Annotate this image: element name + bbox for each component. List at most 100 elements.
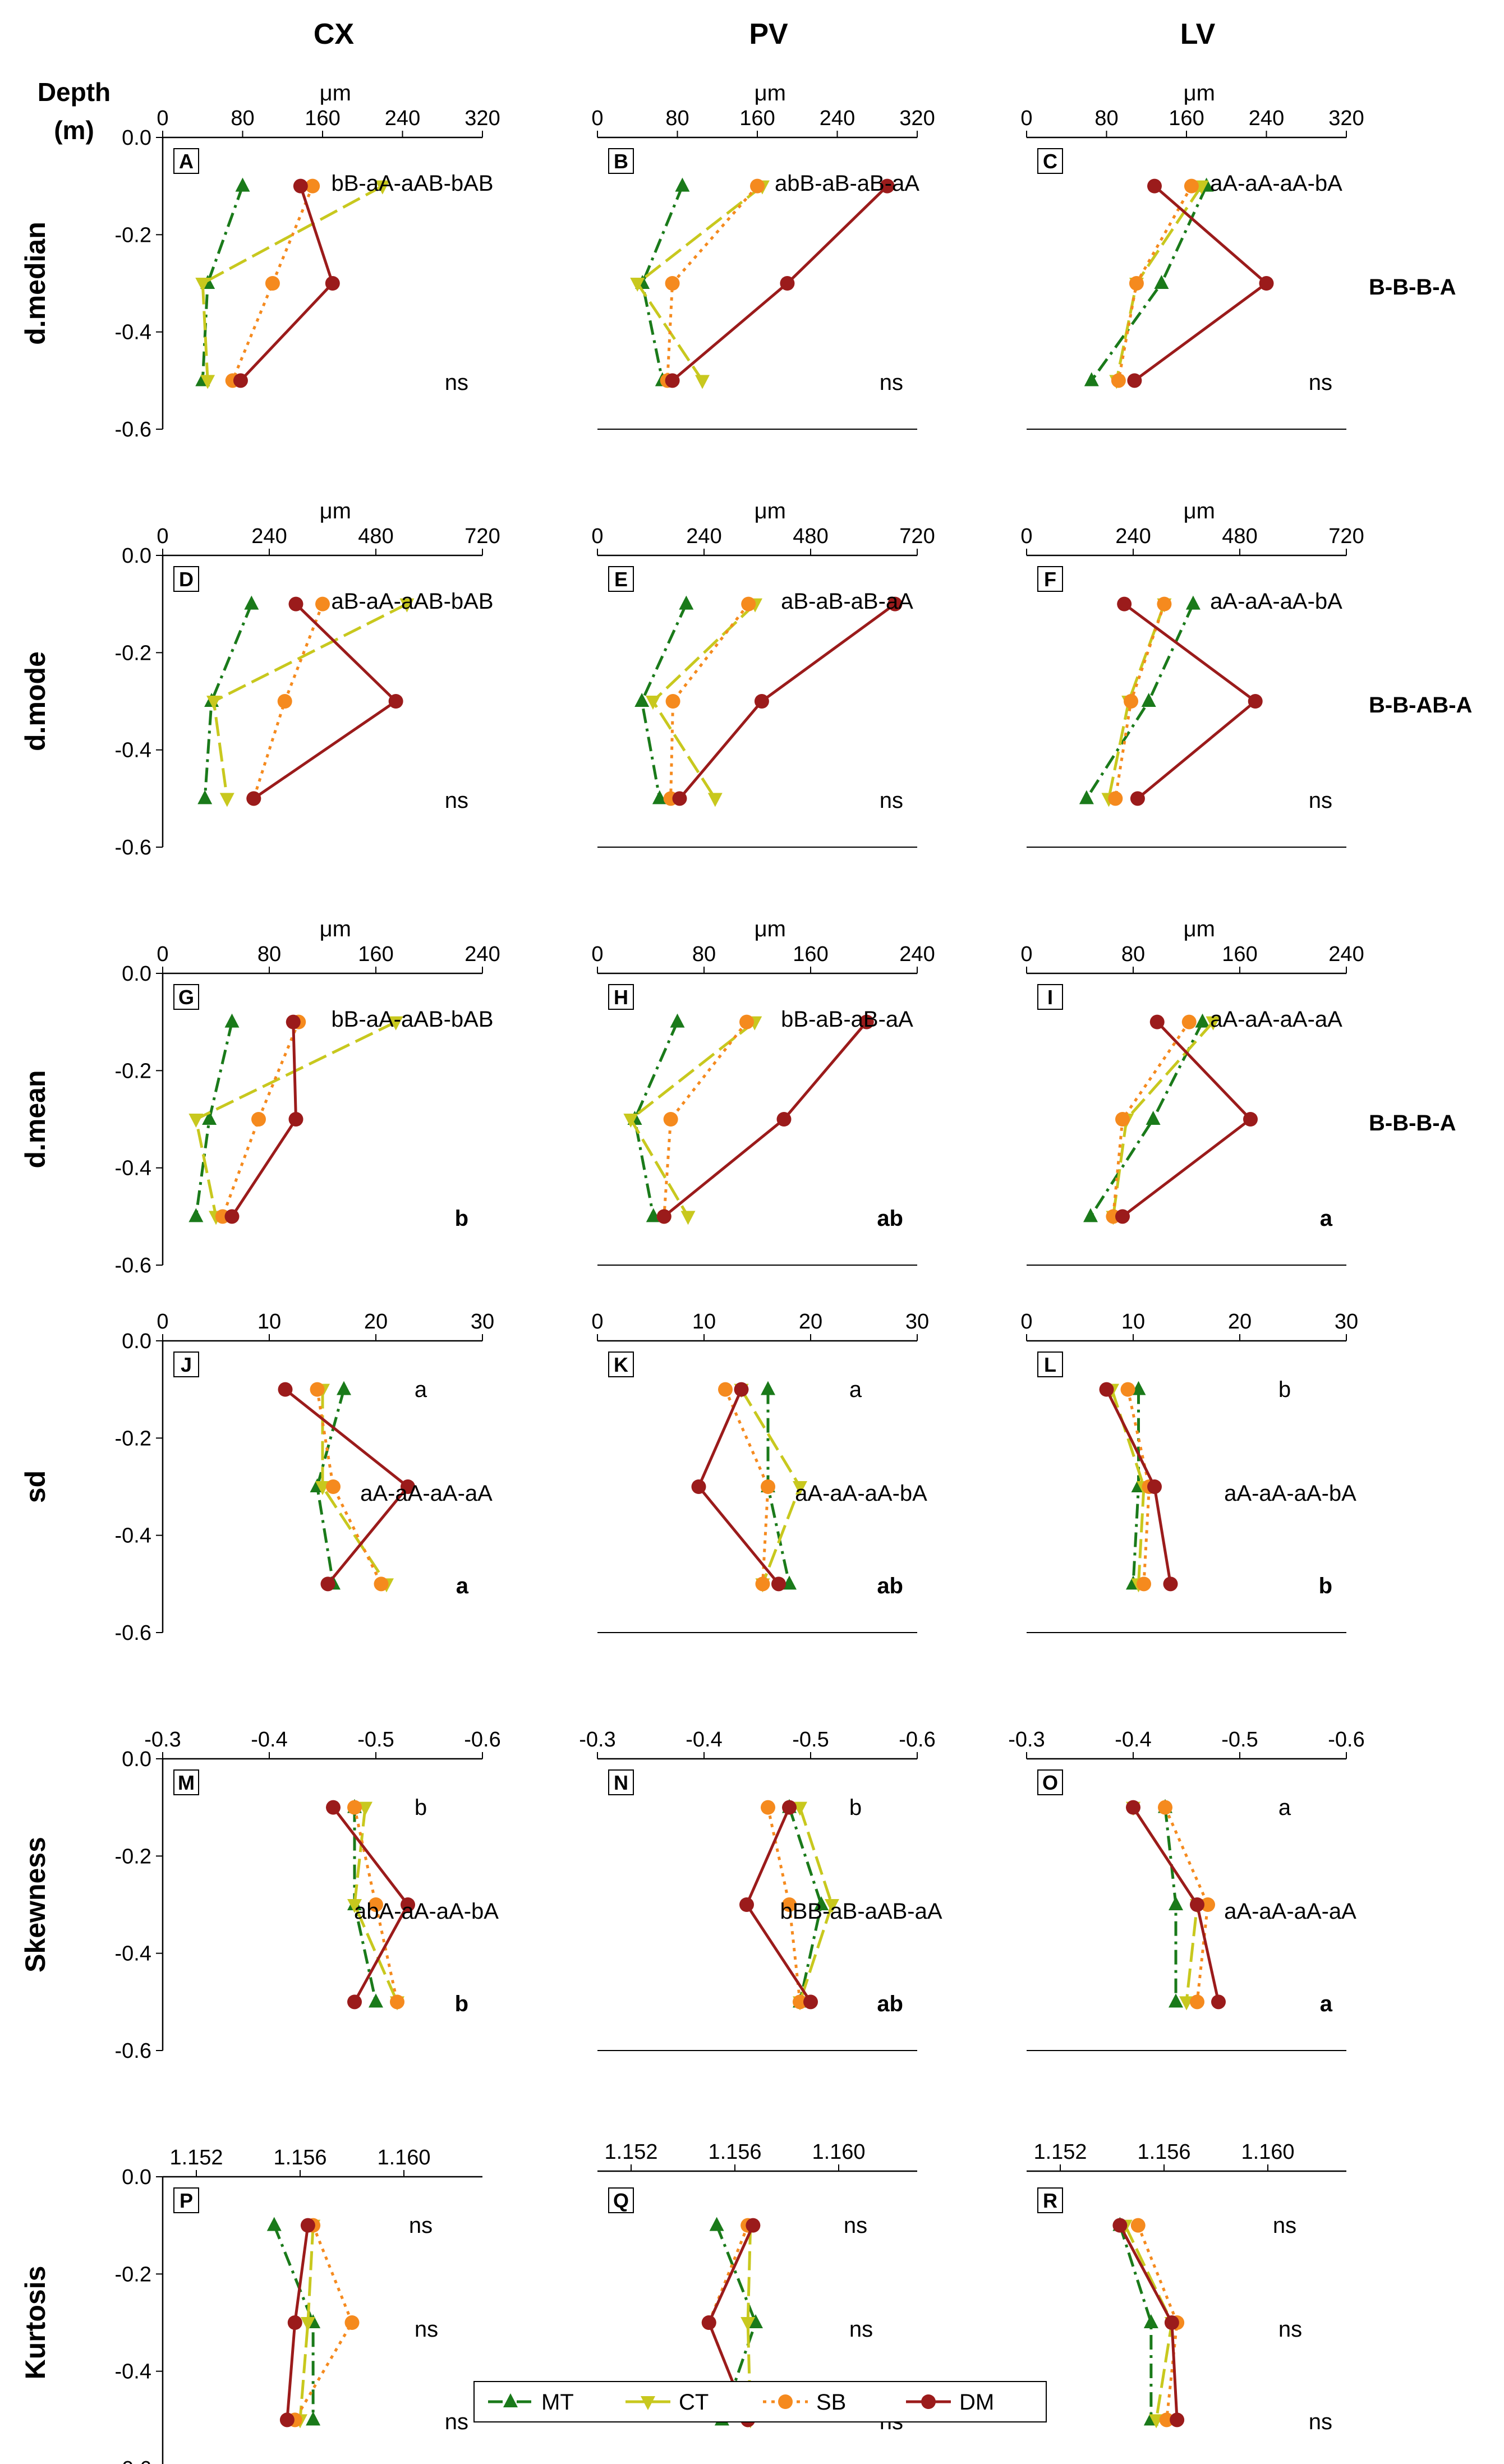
annotation-bottom: ns xyxy=(880,370,903,395)
panel-letter-text: L xyxy=(1044,1353,1056,1376)
panel-letter-text: J xyxy=(181,1353,192,1376)
annotation-bottom: a xyxy=(1320,1992,1333,2016)
panel-letter-box xyxy=(608,566,634,592)
marker-mt xyxy=(1169,1896,1183,1910)
x-tick-label: 80 xyxy=(692,943,716,966)
annotation-top: aA-aA-aA-aA xyxy=(1210,1007,1342,1032)
marker-mt xyxy=(761,1381,775,1395)
marker-dm xyxy=(326,1800,341,1815)
marker-mt xyxy=(244,595,259,610)
marker-mt xyxy=(814,1896,829,1910)
x-tick-label: 1.160 xyxy=(377,2146,430,2169)
annotation-right: B-B-B-A xyxy=(1369,1111,1456,1136)
x-tick-label: 0 xyxy=(591,107,603,130)
panel-letter-text: B xyxy=(614,150,628,173)
marker-ct xyxy=(188,1114,204,1128)
column-title: LV xyxy=(1180,18,1216,50)
annotation-bottom: b xyxy=(1319,1574,1332,1598)
x-tick-label: 1.152 xyxy=(1033,2140,1087,2164)
panel-letter: O xyxy=(1037,1769,1063,1795)
marker-dm xyxy=(1170,2412,1185,2428)
annotation-bottom: ns xyxy=(445,370,468,395)
panel-letter-text: D xyxy=(179,568,194,591)
x-unit-label: μm xyxy=(320,499,351,523)
x-unit-label: μm xyxy=(755,499,786,523)
x-tick-label: 1.152 xyxy=(604,2140,657,2164)
annotation-mid: aA-aA-aA-bA xyxy=(1224,1481,1356,1506)
annotation-mid: ns xyxy=(849,2317,873,2342)
marker-sb xyxy=(761,1800,775,1815)
x-tick-label: 0 xyxy=(1020,943,1032,966)
panel-G: 0.0 -0.2 -0.4 -0.6 0 80 160 240 μm GbB-aA-aAB-bAB… xyxy=(115,917,500,1277)
y-tick-label: -0.4 xyxy=(115,1524,151,1548)
x-tick-label: 0 xyxy=(157,1310,168,1334)
panel-letter: I xyxy=(1037,984,1063,1010)
panel-J: 0.0 -0.2 -0.4 -0.6 0 10 20 30 Ja aA-aA-aA-aA a xyxy=(115,1310,495,1645)
marker-dm xyxy=(288,596,303,612)
y-tick-label: -0.2 xyxy=(115,1845,151,1868)
marker-dm xyxy=(278,1382,293,1397)
y-tick-label: -0.4 xyxy=(115,1942,151,1966)
marker-dm xyxy=(739,1897,754,1912)
panel-letter: L xyxy=(1037,1351,1063,1377)
panel-letter-box xyxy=(173,1769,199,1795)
x-tick-label: 0 xyxy=(157,107,168,130)
x-tick-label: -0.6 xyxy=(464,1728,500,1752)
series-line-dm xyxy=(1133,185,1269,382)
marker-ct xyxy=(793,1481,807,1495)
marker-dm xyxy=(1099,1382,1114,1397)
panels: 0.0 -0.2 -0.4 -0.6 0 80 160 240 320 μm AbB-aA-aAB-… xyxy=(115,81,1472,2464)
x-tick-label: -0.6 xyxy=(1328,1728,1364,1752)
annotation-top: ns xyxy=(844,2213,867,2238)
panel-letter: B xyxy=(608,148,634,174)
marker-mt xyxy=(782,1575,797,1590)
series-line-mt xyxy=(273,2224,315,2420)
marker-sb xyxy=(374,1576,389,1592)
x-tick-label: -0.3 xyxy=(579,1728,615,1752)
annotation-top: a xyxy=(849,1377,862,1402)
marker-sb xyxy=(750,178,765,194)
annotation-top: aA-aA-aA-bA xyxy=(1210,589,1342,614)
series-line-ct xyxy=(629,1020,756,1217)
x-tick-label: 30 xyxy=(1335,1310,1358,1334)
panel-letter-text: F xyxy=(1044,568,1056,591)
panel-letter-text: E xyxy=(614,568,628,591)
marker-dm xyxy=(754,694,769,709)
annotation-top: aB-aB-aB-aA xyxy=(781,589,913,614)
marker-mt xyxy=(675,177,690,192)
panel-letter: N xyxy=(608,1769,634,1795)
marker-ct xyxy=(825,1899,839,1913)
x-tick-label: 240 xyxy=(899,943,935,966)
x-tick-label: 240 xyxy=(820,107,855,130)
y-tick-label: -0.2 xyxy=(115,1427,151,1450)
x-tick-label: 240 xyxy=(1328,943,1364,966)
panel-letter-box xyxy=(1037,2187,1063,2213)
y-tick-label: 0.0 xyxy=(122,2166,151,2189)
panel-N: -0.3 -0.4 -0.5 -0.6 Nb bBB-aB-aAB-aA ab xyxy=(579,1728,942,2051)
marker-dm xyxy=(691,1479,706,1494)
marker-ct xyxy=(695,375,710,389)
annotation-bottom: b xyxy=(455,1992,468,2016)
row-title: Kurtosis xyxy=(20,2266,51,2380)
x-tick-label: 240 xyxy=(385,107,420,130)
series-line-sb xyxy=(707,2224,749,2421)
panel-K: 0 10 20 30 Ka aA-aA-aA-bA ab xyxy=(591,1310,929,1633)
marker-mt xyxy=(1154,275,1169,289)
x-tick-label: 720 xyxy=(1328,525,1364,548)
annotation-bottom: b xyxy=(455,1206,468,1231)
marker-sb xyxy=(315,596,330,612)
marker-dm xyxy=(1127,373,1142,388)
marker-dm xyxy=(701,2315,716,2330)
series-line-mt xyxy=(194,1022,233,1217)
panel-A: 0.0 -0.2 -0.4 -0.6 0 80 160 240 320 μm AbB-aA-aAB-… xyxy=(115,81,500,442)
panel-letter-box xyxy=(173,1351,199,1377)
marker-dm xyxy=(401,1479,415,1494)
marker-dm xyxy=(224,1209,240,1224)
series-line-sb xyxy=(293,2224,354,2421)
marker-mt xyxy=(235,177,250,192)
x-tick-label: 240 xyxy=(464,943,500,966)
panel-letter-box xyxy=(608,984,634,1010)
panel-letter-box xyxy=(173,148,199,174)
annotation-mid: aA-aA-aA-aA xyxy=(360,1481,493,1506)
series-line-mt xyxy=(641,185,684,381)
